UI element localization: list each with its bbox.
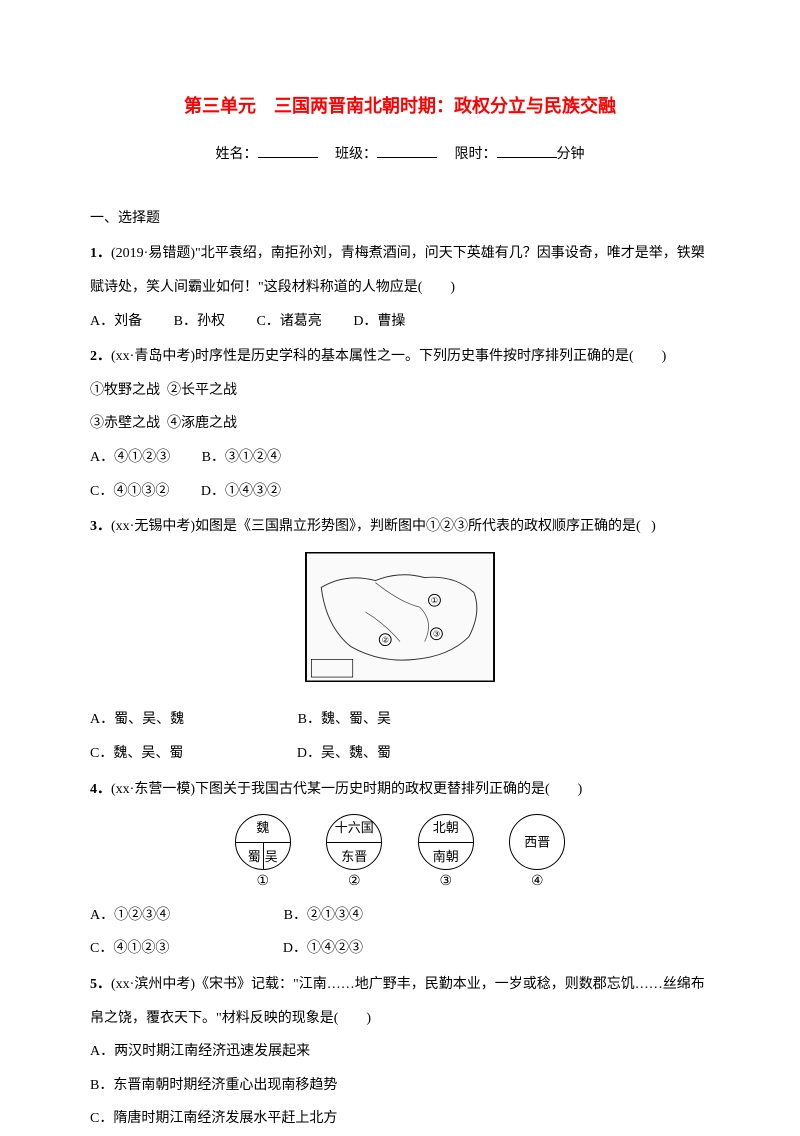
name-label: 姓名： xyxy=(216,147,258,162)
q5-opt-b: B．东晋南朝时期经济重心出现南移趋势 xyxy=(90,1069,710,1103)
class-blank xyxy=(377,142,437,158)
q3-source: (xx·无锡中考) xyxy=(111,519,195,534)
circle-4: 西晋 ④ xyxy=(509,814,565,891)
q5-num: 5． xyxy=(90,977,111,992)
c3-label: ③ xyxy=(418,874,474,891)
section-1-header: 一、选择题 xyxy=(90,202,710,236)
c3-top: 北朝 xyxy=(419,821,473,834)
q4-opts-row1: A．①②③④ B．②①③④ xyxy=(90,899,710,933)
q2-item4: ④涿鹿之战 xyxy=(167,416,237,431)
q4-opt-d: D．①④②③ xyxy=(283,941,363,956)
q5-opt-c: C．隋唐时期江南经济发展水平赶上北方 xyxy=(90,1102,710,1136)
q3-figure: ① ② ③ xyxy=(90,552,710,696)
name-blank xyxy=(258,142,318,158)
map-icon: ① ② ③ xyxy=(305,552,495,682)
question-2: 2．(xx·青岛中考)时序性是历史学科的基本属性之一。下列历史事件按时序排列正确… xyxy=(90,340,710,508)
q2-items2: ③赤壁之战 ④涿鹿之战 xyxy=(90,407,710,441)
q5-source: (xx·滨州中考) xyxy=(111,977,195,992)
q4-circles: 魏 蜀吴 ① 十六国 东晋 ② 北朝 南朝 ③ xyxy=(90,814,710,891)
q4-opts-row2: C．④①②③ D．①④②③ xyxy=(90,932,710,966)
q1-options: A．刘备 B．孙权 C．诸葛亮 D．曹操 xyxy=(90,305,710,339)
q2-text: 时序性是历史学科的基本属性之一。下列历史事件按时序排列正确的是( ) xyxy=(195,349,666,364)
q4-source: (xx·东营一模) xyxy=(111,782,195,797)
q2-item2: ②长平之战 xyxy=(167,383,237,398)
circle-1: 魏 蜀吴 ① xyxy=(235,814,291,891)
svg-text:③: ③ xyxy=(433,629,440,638)
c1-bl: 蜀 xyxy=(248,849,261,864)
q1-opt-b: B．孙权 xyxy=(174,305,225,339)
q3-opt-c: C．魏、吴、蜀 xyxy=(90,737,183,771)
q3-opt-a: A．蜀、吴、魏 xyxy=(90,703,184,737)
question-3: 3．(xx·无锡中考)如图是《三国鼎立形势图》，判断图中①②③所代表的政权顺序正… xyxy=(90,510,710,770)
q2-opts-row2: C．④①③② D．①④③② xyxy=(90,475,710,509)
q2-opts-row1: A．④①②③ B．③①②④ xyxy=(90,441,710,475)
q3-opt-d: D．吴、魏、蜀 xyxy=(297,746,391,761)
q1-opt-d: D．曹操 xyxy=(353,305,405,339)
q3-text-end: ) xyxy=(651,519,656,534)
page-title: 第三单元 三国两晋南北朝时期：政权分立与民族交融 xyxy=(90,85,710,128)
q1-opt-a: A．刘备 xyxy=(90,305,142,339)
c4-center: 西晋 xyxy=(510,836,564,849)
q2-opt-c: C．④①③② xyxy=(90,475,169,509)
c1-top: 魏 xyxy=(236,821,290,834)
question-1: 1．(2019·易错题)"北平袁绍，南拒孙刘，青梅煮酒间，问天下英雄有几？因事设… xyxy=(90,237,710,338)
q4-num: 4． xyxy=(90,782,111,797)
q1-opt-c: C．诸葛亮 xyxy=(256,305,321,339)
q1-source: (2019·易错题) xyxy=(111,246,195,261)
header-info: 姓名： 班级： 限时： 分钟 xyxy=(90,138,710,172)
q4-opt-c: C．④①②③ xyxy=(90,932,169,966)
q1-num: 1． xyxy=(90,246,111,261)
c4-label: ④ xyxy=(509,874,565,891)
q2-opt-a: A．④①②③ xyxy=(90,441,170,475)
class-label: 班级： xyxy=(335,147,377,162)
q3-opt-b: B．魏、蜀、吴 xyxy=(298,712,391,727)
q4-text: 下图关于我国古代某一历史时期的政权更替排列正确的是( ) xyxy=(195,782,582,797)
q2-num: 2． xyxy=(90,349,111,364)
c2-bottom: 东晋 xyxy=(327,850,381,863)
svg-text:①: ① xyxy=(431,596,438,605)
c2-top: 十六国 xyxy=(327,821,381,834)
c3-bottom: 南朝 xyxy=(419,850,473,863)
q2-opt-b: B．③①②④ xyxy=(202,441,281,475)
time-label: 限时： xyxy=(455,147,497,162)
circle-3: 北朝 南朝 ③ xyxy=(418,814,474,891)
q2-item1: ①牧野之战 xyxy=(90,383,160,398)
q3-num: 3． xyxy=(90,519,111,534)
q4-opt-b: B．②①③④ xyxy=(284,908,363,923)
circle-2: 十六国 东晋 ② xyxy=(326,814,382,891)
time-blank xyxy=(497,142,557,158)
q2-source: (xx·青岛中考) xyxy=(111,349,195,364)
q3-opts-row1: A．蜀、吴、魏 B．魏、蜀、吴 xyxy=(90,703,710,737)
q4-opt-a: A．①②③④ xyxy=(90,899,170,933)
q2-item3: ③赤壁之战 xyxy=(90,416,160,431)
c2-label: ② xyxy=(326,874,382,891)
q2-opt-d: D．①④③② xyxy=(201,475,281,509)
q5-opt-a: A．两汉时期江南经济迅速发展起来 xyxy=(90,1035,710,1069)
c1-br: 吴 xyxy=(265,849,278,864)
question-5: 5．(xx·滨州中考)《宋书》记载："江南……地广野丰，民勤本业，一岁或稔，则数… xyxy=(90,968,710,1136)
q2-items1: ①牧野之战 ②长平之战 xyxy=(90,374,710,408)
question-4: 4．(xx·东营一模)下图关于我国古代某一历史时期的政权更替排列正确的是( ) … xyxy=(90,773,710,967)
time-unit: 分钟 xyxy=(557,147,585,162)
c1-label: ① xyxy=(235,874,291,891)
q3-opts-row2: C．魏、吴、蜀 D．吴、魏、蜀 xyxy=(90,737,710,771)
svg-text:②: ② xyxy=(382,635,389,644)
q3-text: 如图是《三国鼎立形势图》，判断图中①②③所代表的政权顺序正确的是( xyxy=(195,519,641,534)
